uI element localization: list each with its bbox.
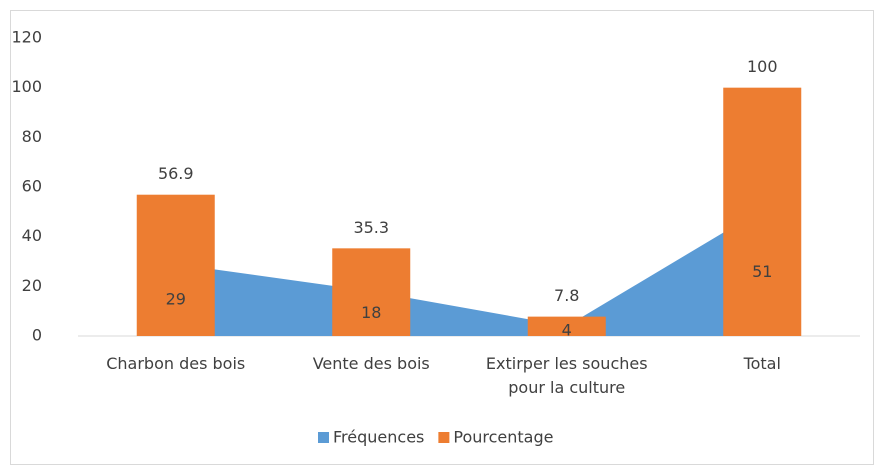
area-label: 18 — [361, 303, 381, 322]
y-tick-label: 20 — [22, 276, 42, 295]
legend-swatch — [318, 432, 329, 443]
legend-swatch — [438, 432, 450, 443]
chart-border — [10, 10, 874, 465]
bar — [723, 87, 802, 337]
x-tick-label: Charbon des bois — [106, 354, 246, 373]
x-tick-label: Total — [743, 354, 781, 373]
area-label: 51 — [752, 262, 772, 281]
bar-label: 7.8 — [554, 286, 579, 305]
legend-label: Fréquences — [333, 428, 424, 447]
y-tick-label: 40 — [22, 226, 42, 245]
area — [175, 209, 763, 336]
y-tick-label: 60 — [22, 177, 42, 196]
bar — [332, 248, 411, 336]
area-label: 4 — [562, 321, 572, 340]
y-tick-label: 120 — [11, 28, 42, 47]
y-tick-label: 100 — [11, 77, 42, 96]
x-tick-label: Vente des bois — [312, 354, 430, 373]
area-label: 29 — [166, 289, 186, 308]
bar-label: 56.9 — [158, 164, 194, 183]
bar — [527, 316, 606, 336]
y-tick-label: 80 — [22, 127, 42, 146]
legend-label: Pourcentage — [453, 428, 553, 447]
x-tick-label: Extirper les souches pour la culture — [485, 354, 648, 397]
bar — [136, 194, 215, 336]
bar-label: 35.3 — [353, 218, 389, 237]
y-tick-label: 0 — [32, 326, 42, 345]
bar-label: 100 — [747, 57, 778, 76]
